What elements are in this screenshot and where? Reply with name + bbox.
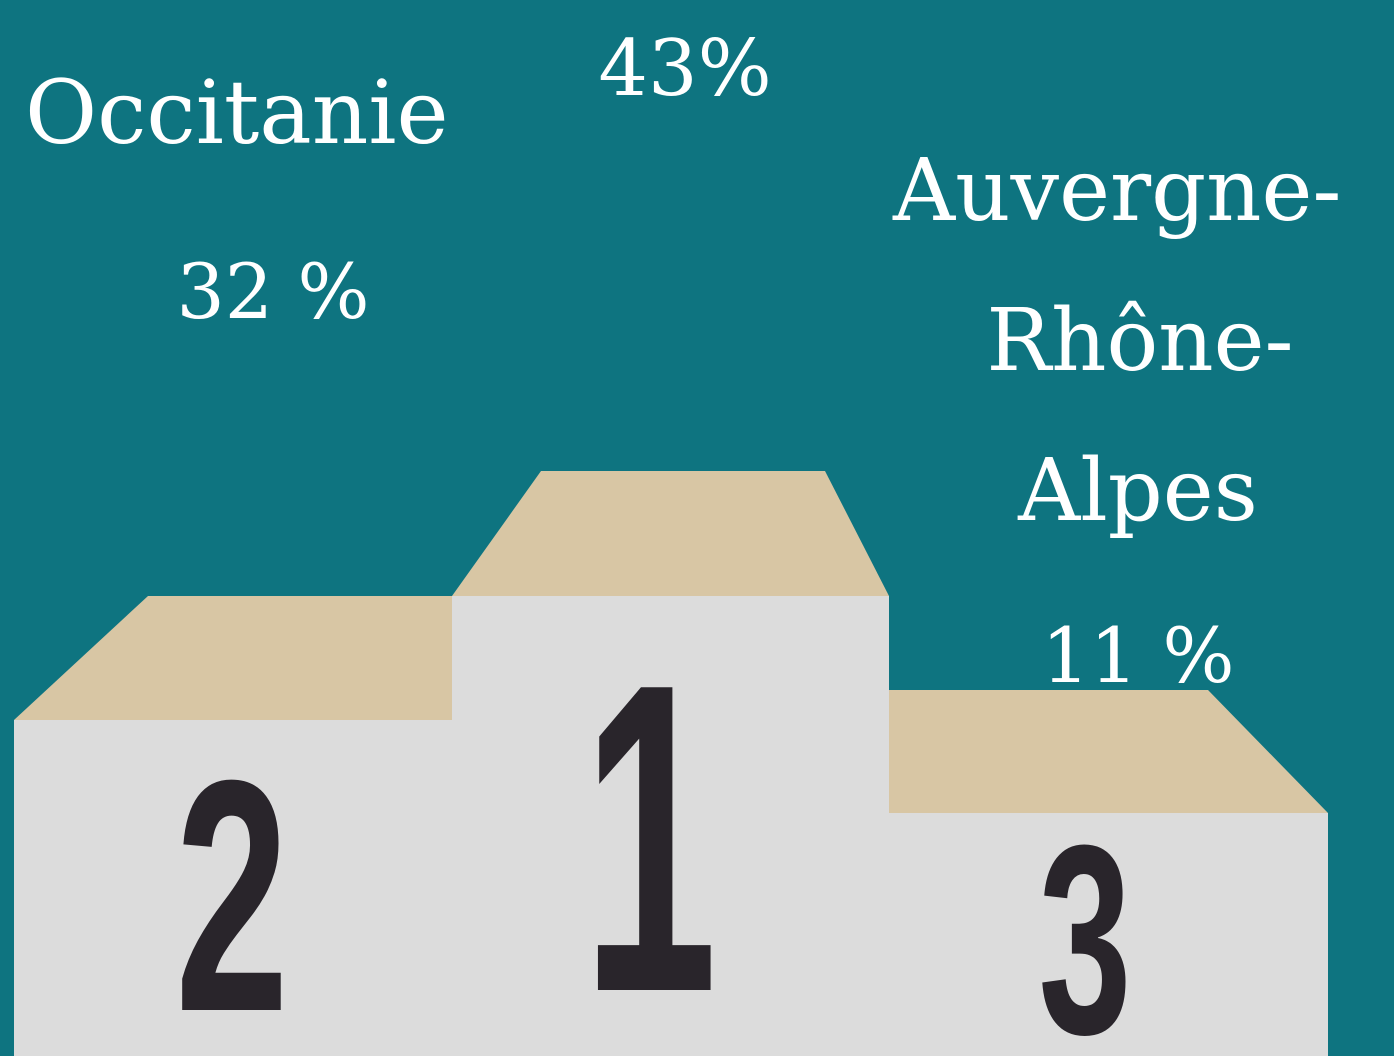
share: 43% bbox=[598, 24, 771, 114]
rank-number: 1 bbox=[583, 593, 718, 1056]
rank-number: 2 bbox=[175, 712, 289, 1056]
step-front bbox=[452, 596, 889, 1056]
step-front bbox=[14, 720, 452, 1056]
step-top bbox=[14, 596, 452, 720]
share: 32 % bbox=[176, 247, 369, 336]
region-name: Alpes bbox=[1017, 441, 1258, 541]
step-top bbox=[889, 690, 1328, 813]
share: 11 % bbox=[1041, 611, 1234, 700]
rank-number: 3 bbox=[1038, 789, 1131, 1056]
region-name: Occitanie bbox=[25, 61, 449, 164]
region-name: Rhône- bbox=[986, 291, 1293, 391]
step-top bbox=[452, 471, 889, 596]
step-front bbox=[889, 813, 1328, 1056]
region-name: Auvergne- bbox=[892, 141, 1341, 241]
